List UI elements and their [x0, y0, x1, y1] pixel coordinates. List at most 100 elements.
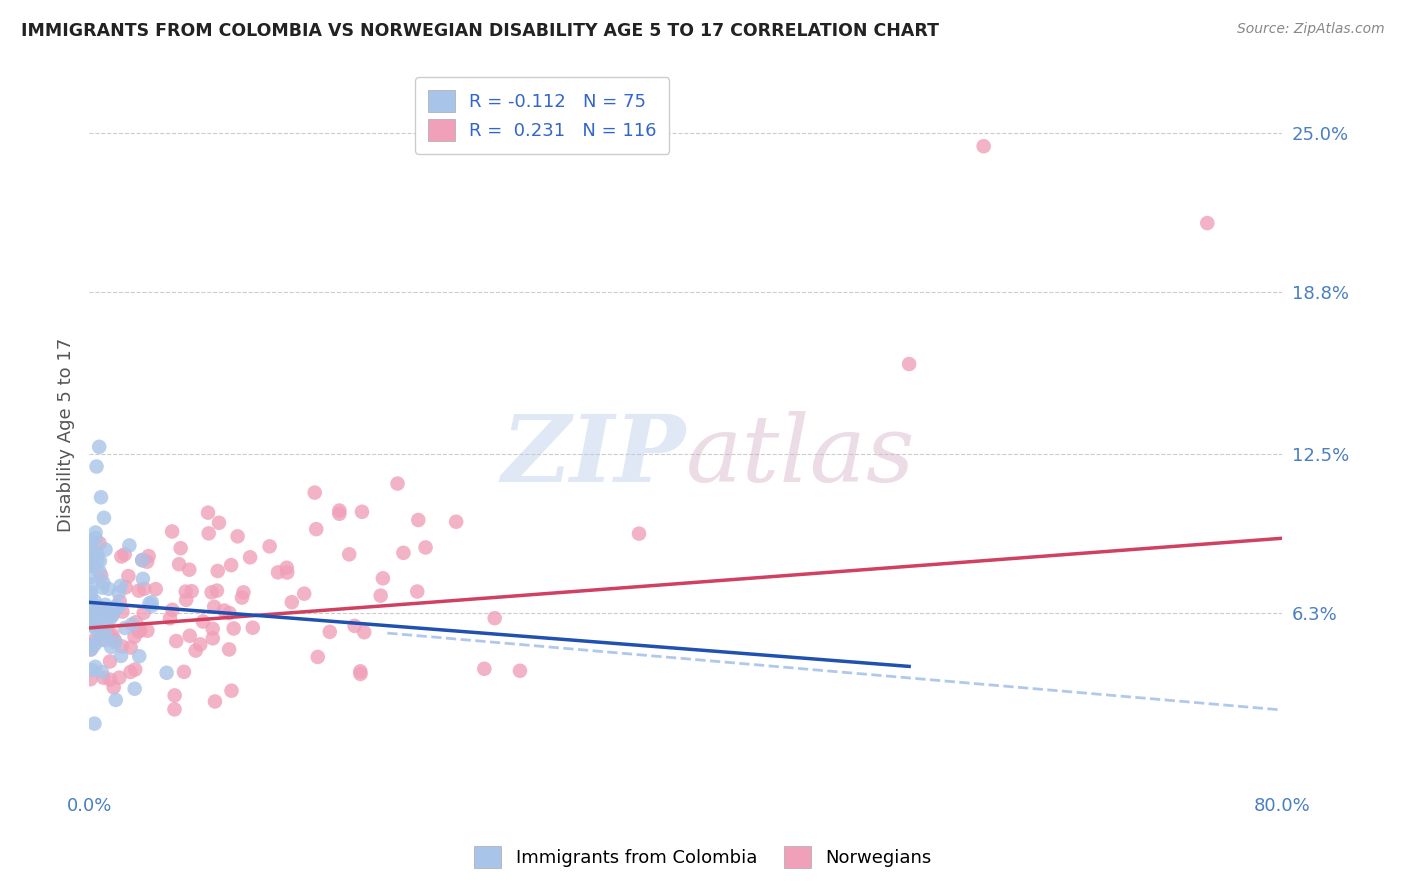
Text: atlas: atlas [686, 410, 915, 500]
Point [145, 582, 167, 596]
Point [121, 617, 143, 632]
Point [212, 603, 235, 617]
Point [96, 624, 118, 639]
Point [191, 615, 214, 629]
Point [134, 582, 156, 596]
Point [898, 357, 921, 371]
Point [79, 614, 101, 628]
Point [292, 587, 315, 601]
Point [94, 615, 117, 630]
Point [132, 606, 155, 620]
Point [415, 541, 437, 555]
Point [232, 585, 254, 599]
Point [239, 550, 262, 565]
Point [124, 630, 146, 644]
Text: ZIP: ZIP [501, 410, 686, 500]
Legend: R = -0.112   N = 75, R =  0.231   N = 116: R = -0.112 N = 75, R = 0.231 N = 116 [415, 77, 669, 153]
Point [219, 558, 242, 573]
Point [136, 624, 159, 638]
Point [353, 625, 375, 640]
Point [94, 598, 117, 612]
Point [84, 660, 107, 674]
Point [188, 637, 211, 651]
Point [141, 595, 163, 609]
Point [484, 611, 506, 625]
Point [84, 525, 107, 540]
Point [101, 628, 124, 642]
Point [82, 613, 104, 627]
Point [93, 671, 115, 685]
Point [110, 579, 132, 593]
Point [86, 554, 108, 568]
Point [349, 665, 371, 679]
Point [242, 621, 264, 635]
Point [128, 583, 150, 598]
Point [387, 476, 409, 491]
Point [84, 621, 107, 635]
Legend: Immigrants from Colombia, Norwegians: Immigrants from Colombia, Norwegians [464, 835, 942, 879]
Point [174, 592, 197, 607]
Point [118, 538, 141, 552]
Point [129, 624, 152, 638]
Point [169, 541, 191, 556]
Point [82, 618, 104, 632]
Point [201, 585, 224, 599]
Point [110, 549, 132, 564]
Point [131, 553, 153, 567]
Point [100, 630, 122, 644]
Point [100, 640, 122, 654]
Point [80, 596, 103, 610]
Point [328, 503, 350, 517]
Point [179, 629, 201, 643]
Point [114, 547, 136, 561]
Point [337, 547, 360, 561]
Point [160, 524, 183, 539]
Point [98, 655, 121, 669]
Point [79, 558, 101, 572]
Point [80, 634, 103, 648]
Point [90, 568, 112, 582]
Point [208, 516, 231, 530]
Point [104, 633, 127, 648]
Point [101, 607, 124, 622]
Point [83, 594, 105, 608]
Point [84, 613, 107, 627]
Point [107, 586, 129, 600]
Point [124, 663, 146, 677]
Point [94, 625, 117, 640]
Point [94, 542, 117, 557]
Point [124, 681, 146, 696]
Point [132, 572, 155, 586]
Point [79, 589, 101, 603]
Point [107, 600, 129, 615]
Point [136, 555, 159, 569]
Point [509, 664, 531, 678]
Point [304, 485, 326, 500]
Point [163, 702, 186, 716]
Point [138, 549, 160, 563]
Point [89, 565, 111, 579]
Point [370, 589, 392, 603]
Text: IMMIGRANTS FROM COLOMBIA VS NORWEGIAN DISABILITY AGE 5 TO 17 CORRELATION CHART: IMMIGRANTS FROM COLOMBIA VS NORWEGIAN DI… [21, 22, 939, 40]
Point [349, 667, 371, 681]
Point [392, 546, 415, 560]
Point [207, 564, 229, 578]
Point [226, 529, 249, 543]
Point [90, 490, 112, 504]
Point [973, 139, 995, 153]
Point [80, 585, 103, 599]
Point [93, 510, 115, 524]
Point [79, 534, 101, 549]
Point [111, 640, 134, 654]
Point [86, 547, 108, 561]
Point [89, 554, 111, 568]
Point [127, 624, 149, 639]
Point [86, 607, 108, 621]
Point [627, 526, 650, 541]
Point [131, 553, 153, 567]
Point [101, 608, 124, 623]
Point [197, 506, 219, 520]
Point [125, 615, 148, 629]
Point [159, 611, 181, 625]
Point [267, 566, 290, 580]
